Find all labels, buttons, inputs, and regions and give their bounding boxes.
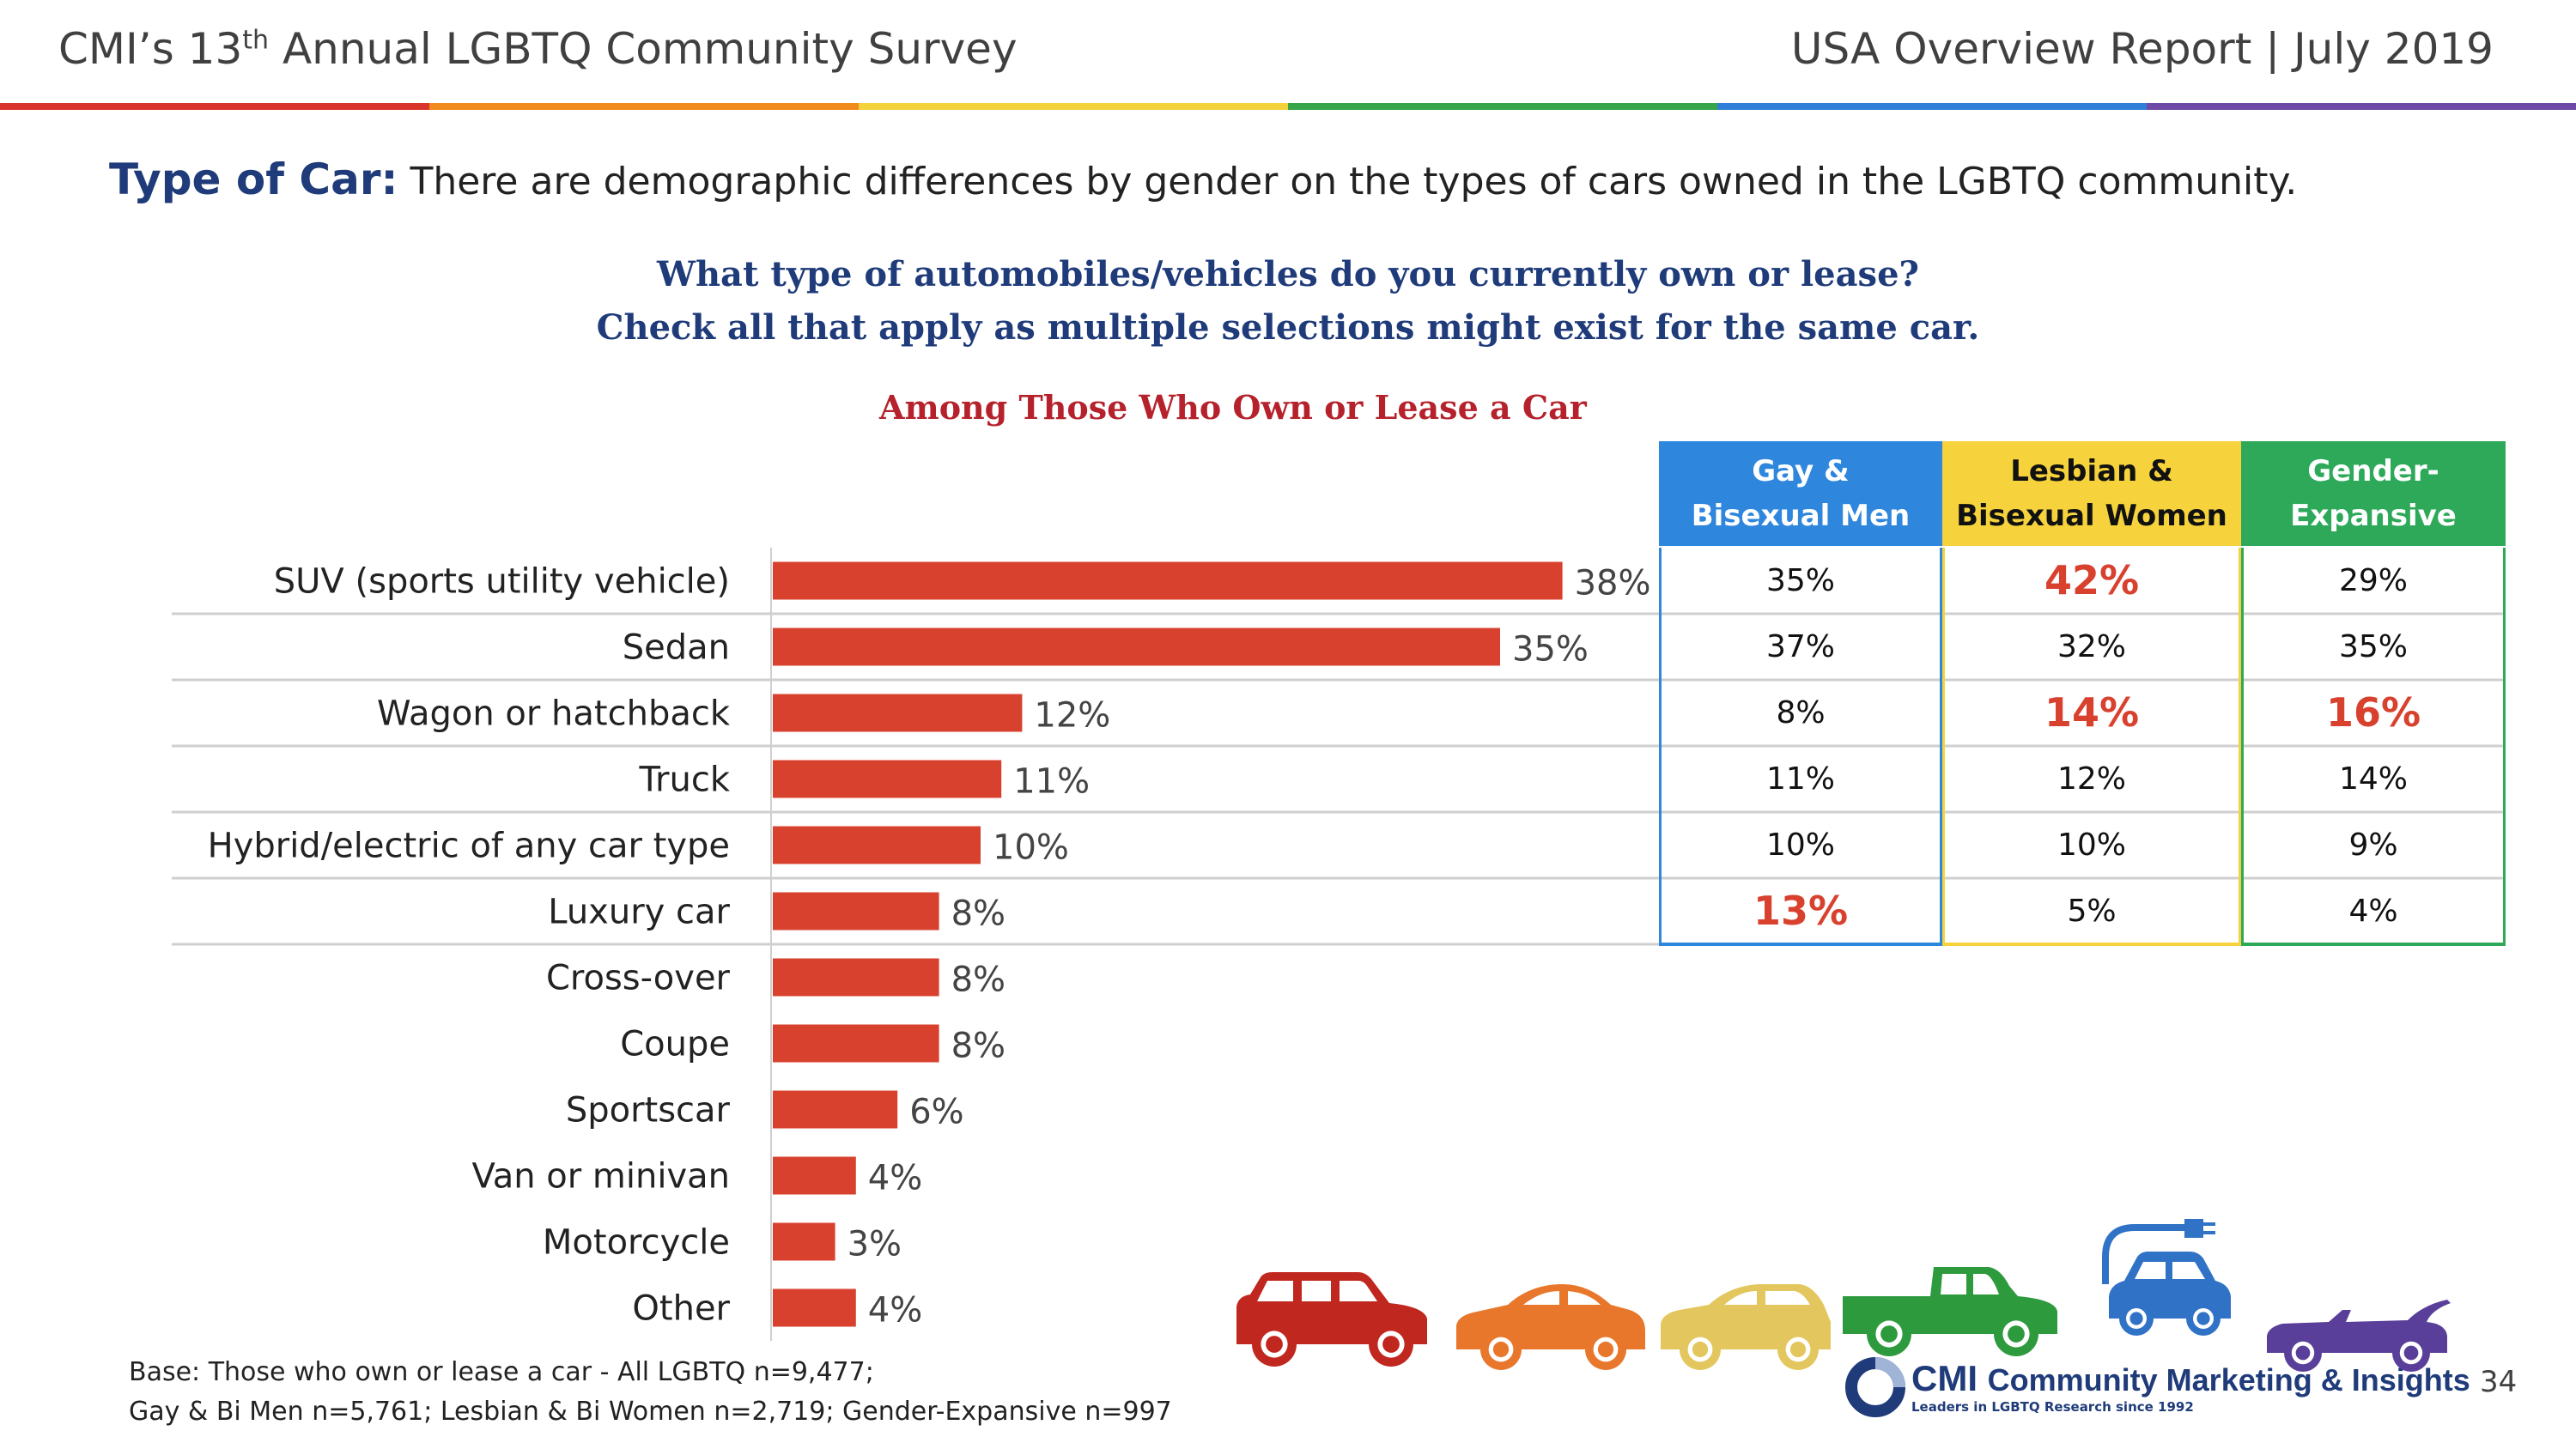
bar: [773, 892, 939, 931]
bar-value-label: 8%: [951, 894, 1005, 934]
chart-subheading: Among Those Who Own or Lease a Car: [879, 388, 1587, 427]
electric-car-icon: [2102, 1219, 2231, 1336]
table-cell: 14%: [2338, 761, 2408, 797]
logo-tagline: Leaders in LGBTQ Research since 1992: [1911, 1399, 2194, 1415]
rainbow-segment: [2147, 103, 2576, 110]
bar: [773, 694, 1023, 732]
bar: [773, 760, 1002, 798]
suv-icon: [1236, 1272, 1427, 1367]
category-label: Coupe: [620, 1025, 730, 1064]
table-cell: 13%: [1753, 888, 1849, 934]
topic-text: There are demographic differences by gen…: [398, 160, 2298, 203]
table-cell: 35%: [2338, 628, 2408, 664]
table-cell: 8%: [1776, 694, 1826, 731]
column-border: [2241, 548, 2506, 946]
table-cell: 10%: [2057, 827, 2126, 863]
table-cell: 4%: [2348, 893, 2398, 929]
bar-value-label: 38%: [1575, 564, 1651, 603]
cmi-logo-icon: [1844, 1356, 1906, 1422]
convertible-icon: [2267, 1300, 2451, 1372]
bar-value-label: 4%: [868, 1159, 922, 1198]
table-cell: 14%: [2044, 689, 2140, 736]
bar-value-label: 11%: [1013, 762, 1090, 802]
category-label: Wagon or hatchback: [377, 694, 731, 734]
bar-value-label: 8%: [951, 961, 1005, 1000]
category-label: Van or minivan: [471, 1157, 730, 1197]
page-number: 34: [2480, 1365, 2518, 1399]
bar-value-label: 3%: [848, 1225, 902, 1264]
column-header-line: Gender-: [2307, 454, 2439, 488]
table-cell: 11%: [1765, 761, 1835, 797]
column-header-line: Bisexual Women: [1956, 499, 2227, 533]
question-line-2: Check all that apply as multiple selecti…: [596, 307, 1980, 348]
rainbow-segment: [1288, 103, 1717, 110]
category-label: Hybrid/electric of any car type: [208, 827, 730, 866]
category-label: Sportscar: [566, 1091, 731, 1131]
column-border: [1659, 548, 1942, 946]
column-header: Gay & Bisexual Men: [1659, 441, 1942, 546]
bar-value-label: 35%: [1512, 630, 1589, 670]
bar: [773, 826, 981, 864]
question-line-1: What type of automobiles/vehicles do you…: [657, 254, 1919, 294]
bar: [773, 1024, 939, 1063]
bar-value-label: 6%: [909, 1093, 963, 1132]
rainbow-segment: [0, 103, 429, 110]
category-label: Cross-over: [546, 959, 731, 998]
bar-value-label: 8%: [951, 1027, 1005, 1066]
table-cell: 5%: [2067, 893, 2117, 929]
topic-label: Type of Car:: [109, 155, 398, 204]
category-label: Motorcycle: [543, 1223, 730, 1263]
table-cell: 29%: [2338, 562, 2408, 598]
column-header: Lesbian & Bisexual Women: [1942, 441, 2241, 546]
footnote-line-1: Base: Those who own or lease a car - All…: [129, 1357, 874, 1387]
column-header-line: Bisexual Men: [1691, 499, 1911, 533]
survey-title: CMI’s 13th Annual LGBTQ Community Survey: [58, 24, 1018, 74]
bar: [773, 958, 939, 997]
bar-value-label: 12%: [1034, 696, 1110, 736]
column-header-line: Lesbian &: [2010, 454, 2173, 488]
footnote: Base: Those who own or lease a car - All…: [129, 1353, 1172, 1432]
table-cell: 12%: [2057, 761, 2126, 797]
bar-value-label: 10%: [993, 828, 1069, 868]
column-header-line: Expansive: [2290, 499, 2457, 533]
rainbow-segment: [859, 103, 1288, 110]
report-title: USA Overview Report | July 2019: [1790, 24, 2494, 74]
category-label: Sedan: [623, 628, 730, 668]
bar: [773, 561, 1563, 600]
bar: [773, 627, 1500, 666]
bar: [773, 1222, 835, 1261]
rainbow-divider: [0, 103, 2576, 110]
sedan-icon: [1456, 1284, 1645, 1370]
category-label: Other: [632, 1289, 730, 1329]
bar: [773, 1090, 898, 1129]
bar: [773, 1288, 856, 1327]
column-border: [1942, 548, 2241, 946]
table-cell: 10%: [1765, 827, 1835, 863]
bar-value-label: 4%: [868, 1291, 922, 1331]
column-header-line: Gay &: [1752, 454, 1850, 488]
category-label: Truck: [638, 761, 730, 800]
rainbow-segment: [429, 103, 859, 110]
footnote-line-2: Gay & Bi Men n=5,761; Lesbian & Bi Women…: [129, 1397, 1172, 1427]
logo-name: CMI Community Marketing & Insights: [1911, 1358, 2470, 1398]
column-header: Gender- Expansive: [2241, 441, 2506, 546]
bar: [773, 1156, 856, 1195]
rainbow-segment: [1717, 103, 2147, 110]
topic-heading: Type of Car: There are demographic diffe…: [109, 155, 2297, 204]
table-cell: 16%: [2325, 689, 2421, 736]
category-label: Luxury car: [548, 893, 730, 932]
table-cell: 42%: [2044, 557, 2140, 603]
table-cell: 37%: [1765, 628, 1835, 664]
hatchback-icon: [1661, 1284, 1831, 1370]
table-cell: 9%: [2348, 827, 2398, 863]
table-cell: 32%: [2057, 628, 2126, 664]
category-label: SUV (sports utility vehicle): [274, 562, 730, 602]
truck-icon: [1843, 1267, 2057, 1356]
table-cell: 35%: [1765, 562, 1835, 598]
